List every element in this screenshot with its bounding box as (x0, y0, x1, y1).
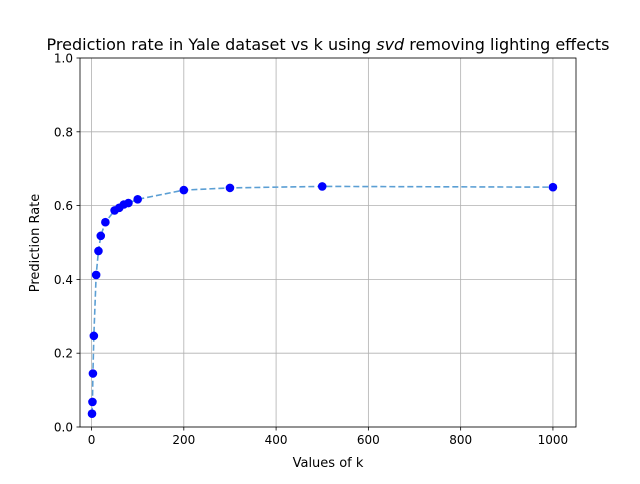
data-point (88, 397, 97, 407)
plot-frame (79, 57, 577, 428)
data-point (124, 198, 133, 208)
data-point (87, 409, 97, 419)
x-tick-label: 0 (88, 433, 96, 447)
y-tick-label: 0.4 (54, 273, 73, 287)
data-point (317, 182, 327, 191)
data-point (179, 185, 189, 195)
data-point (101, 217, 110, 227)
x-tick-label: 400 (265, 433, 288, 447)
data-point (89, 331, 99, 341)
y-tick-label: 1.0 (54, 52, 73, 66)
data-point (133, 195, 142, 204)
x-tick-label: 200 (172, 433, 195, 447)
y-axis-label: Prediction Rate (28, 194, 43, 293)
y-tick-label: 0.6 (54, 199, 73, 213)
x-tick-label: 800 (449, 433, 472, 447)
data-point (225, 183, 235, 193)
data-point (94, 246, 103, 256)
x-tick-label: 1000 (538, 433, 569, 447)
chart-title: Prediction rate in Yale dataset vs k usi… (47, 35, 610, 54)
y-tick-label: 0.2 (54, 347, 73, 361)
series-layer (87, 182, 558, 419)
y-tick-label: 0.0 (54, 421, 73, 435)
ticks: 0 200 400 600 800 1000 0.0 0.2 0.4 0.6 0.8 1.0 (54, 52, 568, 448)
y-tick-label: 0.8 (54, 125, 73, 139)
x-tick-label: 600 (357, 433, 380, 447)
data-point (91, 270, 101, 280)
data-point (88, 369, 98, 378)
x-axis-label: Values of k (293, 456, 364, 471)
data-point (548, 182, 558, 192)
data-point (96, 231, 106, 241)
